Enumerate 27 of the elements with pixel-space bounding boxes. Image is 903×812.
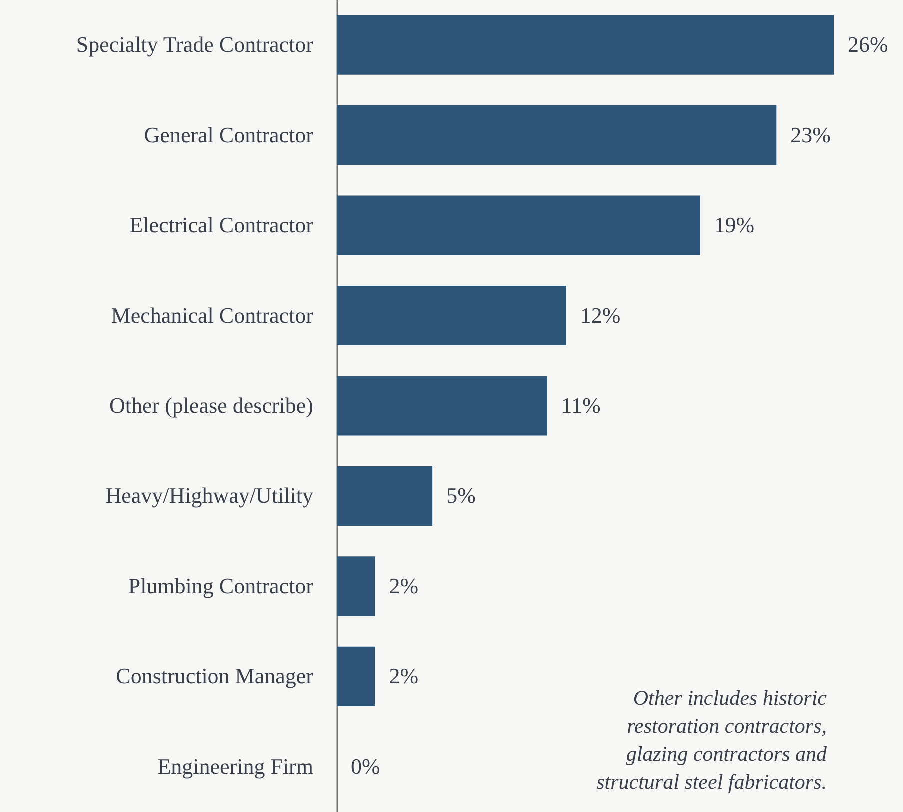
y-tick-label: Mechanical Contractor	[111, 302, 314, 328]
bar	[337, 106, 777, 166]
y-tick-label: Electrical Contractor	[130, 212, 314, 238]
data-label: 5%	[446, 483, 476, 508]
data-label: 2%	[389, 573, 419, 598]
data-label: 26%	[848, 32, 888, 58]
data-label: 0%	[351, 754, 380, 779]
y-tick-label: Other (please describe)	[109, 393, 314, 418]
bar	[337, 556, 376, 616]
y-tick-label: Plumbing Contractor	[128, 573, 314, 598]
data-label: 2%	[389, 664, 419, 689]
y-tick-label: Specialty Trade Contractor	[76, 32, 314, 58]
bar	[337, 286, 566, 346]
y-tick-label: Heavy/Highway/Utility	[106, 483, 314, 508]
bar	[337, 376, 548, 436]
data-label: 23%	[790, 122, 831, 148]
data-label: 12%	[580, 302, 621, 328]
y-tick-label: Engineering Firm	[158, 754, 314, 779]
bar	[337, 15, 834, 75]
y-tick-label: Construction Manager	[116, 664, 314, 689]
bar	[337, 646, 376, 706]
annotation: Other includes historic restoration contractors, glazing contractors and structural steel fabricators.	[596, 686, 828, 794]
data-label: 19%	[714, 212, 755, 238]
data-label: 11%	[561, 393, 601, 418]
bar	[337, 196, 700, 256]
y-tick-label: General Contractor	[144, 122, 314, 148]
bar	[337, 466, 433, 526]
